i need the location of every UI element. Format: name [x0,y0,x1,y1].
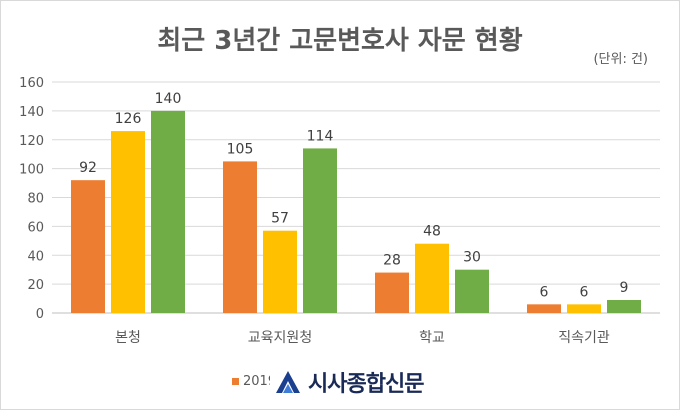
bar [375,272,409,313]
x-tick-label: 직속기관 [558,330,610,346]
bar [303,148,337,313]
bar [567,304,601,313]
data-label: 28 [383,253,401,269]
x-tick-label: 교육지원청 [248,330,312,346]
bar [151,110,185,313]
bar [71,180,105,313]
x-tick-label: 본청 [115,330,141,346]
watermark-brand: 시사종합신문 [308,372,424,397]
y-tick-label: 120 [19,134,44,149]
bar [455,269,489,313]
y-tick-label: 20 [27,278,44,293]
data-label: 57 [271,211,289,227]
data-label: 92 [79,160,97,176]
watermark: 시사종합신문 [270,364,432,400]
data-label: 114 [307,128,334,144]
data-label: 6 [540,284,549,300]
y-tick-label: 60 [27,220,44,235]
y-tick-label: 40 [27,249,44,264]
bar [415,243,449,313]
data-label: 30 [463,250,481,266]
data-label: 48 [423,224,441,240]
y-tick-label: 140 [19,105,44,120]
y-tick-label: 0 [36,307,44,322]
data-label: 126 [115,111,142,127]
bar [223,161,257,313]
bar [607,300,641,313]
y-tick-label: 80 [27,192,44,207]
y-tick-label: 160 [19,76,44,91]
bar [527,304,561,313]
bar [263,230,297,313]
data-label: 6 [580,284,589,300]
sisa-logo-icon [276,371,300,393]
bar [111,131,145,313]
legend-swatch [232,378,239,385]
x-tick-label: 학교 [419,330,445,346]
unit-note: (단위: 건) [593,52,648,67]
y-tick-label: 100 [19,163,44,178]
chart-title: 최근 3년간 고문변호사 자문 현황 [157,26,523,56]
data-label: 9 [620,280,629,296]
data-label: 105 [227,141,254,157]
data-label: 140 [155,91,182,107]
